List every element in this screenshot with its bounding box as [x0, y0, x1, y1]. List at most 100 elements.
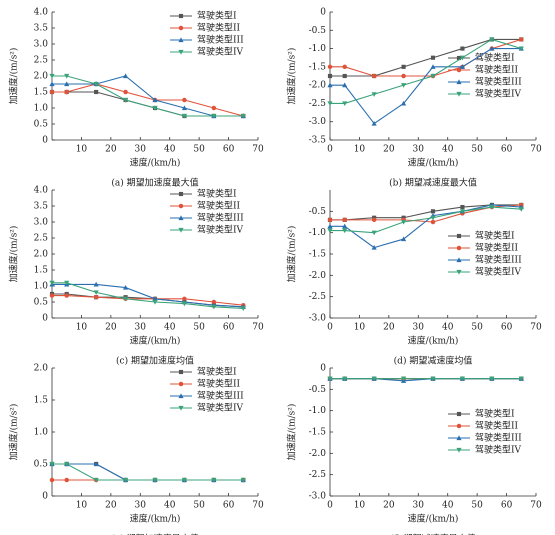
x-tick-label: 20 [105, 501, 117, 511]
marker [459, 209, 466, 214]
marker [489, 37, 495, 43]
legend-label: 驾驶类型I [197, 188, 237, 200]
y-tick-label: -1.0 [309, 406, 327, 416]
y-tick-label: 1.0 [34, 104, 49, 114]
marker [181, 477, 188, 483]
marker [519, 37, 524, 42]
marker [456, 447, 462, 453]
marker [64, 73, 70, 79]
marker [327, 217, 333, 223]
legend-label: 驾驶类型II [475, 242, 519, 254]
marker [240, 306, 246, 311]
y-tick-label: 0 [320, 364, 326, 374]
x-tick-label: 40 [164, 145, 176, 155]
marker [327, 101, 333, 107]
y-axis-label: 加速度/(m/s²) [286, 48, 298, 105]
marker [456, 435, 462, 441]
marker [327, 223, 333, 229]
y-tick-label: 2.0 [34, 72, 49, 82]
y-tick-label: 1.5 [34, 88, 49, 98]
y-tick-label: -3.5 [309, 136, 327, 146]
x-tick-label: 70 [530, 501, 542, 511]
y-tick-label: -2.0 [309, 271, 327, 281]
x-tick-label: 50 [193, 323, 205, 333]
marker [327, 73, 333, 79]
y-tick-label: -1.0 [309, 44, 327, 54]
marker [64, 477, 69, 483]
marker [456, 55, 462, 61]
x-tick-label: 60 [501, 145, 513, 155]
marker [460, 46, 465, 51]
marker [371, 120, 377, 126]
x-axis-label: 速度/(km/h) [408, 513, 459, 525]
marker [459, 64, 466, 69]
marker [240, 477, 246, 483]
series-line [52, 282, 244, 309]
y-tick-label: -0.5 [309, 385, 327, 395]
marker [49, 293, 55, 298]
caption: (a) 期望加速度最大值 [111, 177, 198, 189]
x-axis-label: 速度/(km/h) [408, 335, 459, 347]
x-tick-label: 50 [193, 501, 205, 511]
x-tick-label: 50 [471, 145, 483, 155]
x-tick-label: 20 [105, 323, 117, 333]
x-tick-label: 50 [471, 501, 483, 511]
y-tick-label: -3.0 [309, 117, 327, 127]
marker [327, 228, 333, 234]
marker [456, 79, 462, 85]
marker [152, 97, 158, 103]
marker [342, 73, 347, 79]
marker [178, 49, 184, 55]
marker [518, 46, 524, 52]
marker [518, 207, 524, 212]
legend-label: 驾驶类型III [475, 432, 522, 444]
x-tick-label: 10 [76, 145, 88, 155]
y-tick-label: 2.5 [34, 56, 49, 66]
marker [371, 376, 377, 382]
y-tick-label: -1.5 [309, 62, 327, 72]
legend-label: 驾驶类型III [475, 76, 522, 88]
marker [459, 55, 466, 61]
marker [489, 204, 495, 210]
legend-label: 驾驶类型IV [475, 88, 522, 100]
legend-label: 驾驶类型III [475, 254, 522, 266]
y-axis-label: 加速度/(m/s²) [8, 48, 20, 105]
marker [93, 477, 99, 483]
series-line [52, 91, 244, 117]
marker [456, 233, 462, 239]
legend-label: 驾驶类型II [197, 200, 241, 212]
marker [64, 293, 69, 298]
x-tick-label: 10 [354, 323, 366, 333]
y-tick-label: 1.5 [34, 266, 49, 276]
series-line [52, 463, 244, 481]
series-line [330, 206, 522, 234]
y-tick-label: 0 [42, 492, 48, 502]
y-tick-label: 3.0 [34, 40, 49, 50]
marker [181, 301, 188, 307]
marker [64, 81, 70, 87]
marker [342, 376, 348, 382]
x-tick-label: 50 [471, 323, 483, 333]
legend-label: 驾驶类型II [475, 420, 519, 432]
x-tick-label: 40 [442, 145, 454, 155]
marker [178, 227, 184, 233]
marker [152, 477, 158, 483]
x-tick-label: 30 [135, 501, 147, 511]
marker [178, 203, 184, 209]
x-tick-label: 20 [105, 145, 117, 155]
legend-label: 驾驶类型I [475, 52, 515, 64]
marker [342, 82, 348, 88]
x-tick-label: 70 [530, 323, 542, 333]
marker [181, 113, 188, 119]
marker [178, 381, 184, 387]
marker [49, 81, 55, 87]
legend-label: 驾驶类型I [475, 230, 515, 242]
marker [178, 25, 184, 31]
legend-label: 驾驶类型I [475, 408, 515, 420]
caption: (c) 期望加速度均值 [116, 355, 194, 367]
legend-label: 驾驶类型II [197, 378, 241, 390]
y-tick-label: -2.5 [309, 292, 327, 302]
x-tick-label: 20 [383, 145, 395, 155]
marker [93, 461, 99, 467]
